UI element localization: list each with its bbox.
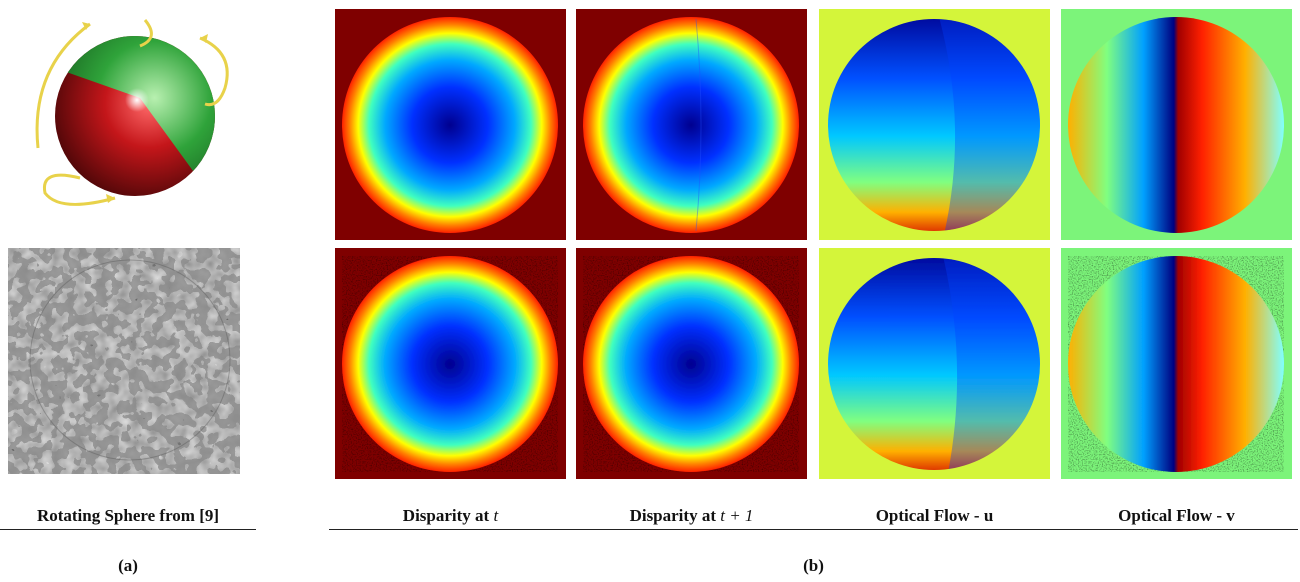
flow-u-est	[819, 248, 1050, 479]
disparity-t1-gt	[576, 9, 807, 240]
caption-disparity-t1: Disparity at t + 1	[629, 506, 754, 525]
rotating-sphere-illustration	[35, 19, 229, 206]
flow-u-gt	[819, 9, 1050, 240]
caption-flow-u: Optical Flow - u	[875, 506, 994, 525]
caption-disparity-t: Disparity at t	[402, 506, 499, 525]
caption-flow-v: Optical Flow - v	[1118, 506, 1235, 525]
disparity-t-gt	[335, 9, 566, 240]
flow-v-est	[1061, 248, 1292, 479]
flow-v-gt	[1061, 9, 1292, 240]
panel-a: Rotating Sphere from [9] (a)	[0, 0, 270, 582]
panel-a-rule	[0, 529, 256, 530]
panel-b-label: (b)	[803, 556, 824, 575]
random-dot-texture	[8, 248, 240, 474]
panel-b-rule	[329, 529, 1298, 530]
panel-a-label: (a)	[118, 556, 138, 575]
disparity-t-est	[335, 248, 566, 479]
panel-a-caption: Rotating Sphere from [9]	[36, 506, 220, 525]
disparity-t1-est	[576, 248, 807, 479]
